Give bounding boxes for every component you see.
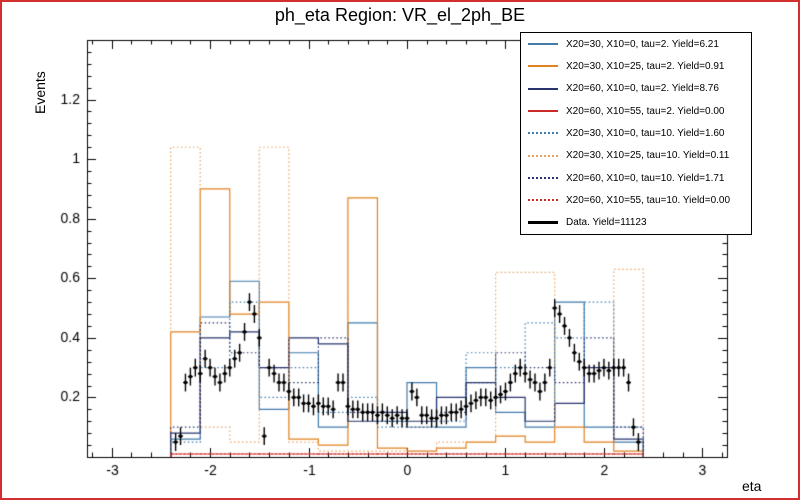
legend-line-sample — [528, 132, 558, 135]
legend-line-sample — [528, 110, 558, 113]
legend-line-sample — [528, 199, 558, 202]
legend-item: X20=60, X10=55, tau=10. Yield=0.00 — [521, 190, 751, 211]
legend-item: X20=30, X10=0, tau=2. Yield=6.21 — [521, 34, 751, 55]
legend-line-sample — [528, 221, 558, 225]
legend-label: X20=30, X10=0, tau=2. Yield=6.21 — [566, 38, 719, 50]
legend-label: X20=30, X10=25, tau=2. Yield=0.91 — [566, 60, 725, 72]
legend-label: X20=30, X10=0, tau=10. Yield=1.60 — [566, 127, 725, 139]
legend-label: X20=60, X10=0, tau=10. Yield=1.71 — [566, 172, 725, 184]
legend-item: X20=30, X10=25, tau=2. Yield=0.91 — [521, 56, 751, 77]
legend-item: X20=60, X10=0, tau=10. Yield=1.71 — [521, 168, 751, 189]
legend-line-sample — [528, 177, 558, 180]
legend-item: X20=60, X10=55, tau=2. Yield=0.00 — [521, 101, 751, 122]
legend-line-sample — [528, 43, 558, 46]
legend-label: X20=30, X10=25, tau=10. Yield=0.11 — [566, 150, 730, 162]
legend-line-sample — [528, 87, 558, 90]
legend-item: X20=30, X10=0, tau=10. Yield=1.60 — [521, 123, 751, 144]
legend-label: Data. Yield=11123 — [566, 217, 647, 229]
legend-line-sample — [528, 65, 558, 68]
legend-item: X20=60, X10=0, tau=2. Yield=8.76 — [521, 78, 751, 99]
legend-item: Data. Yield=11123 — [521, 212, 751, 233]
legend-label: X20=60, X10=55, tau=2. Yield=0.00 — [566, 105, 725, 117]
legend-line-sample — [528, 154, 558, 157]
legend-label: X20=60, X10=0, tau=2. Yield=8.76 — [566, 83, 719, 95]
legend-label: X20=60, X10=55, tau=10. Yield=0.00 — [566, 194, 731, 206]
legend: X20=30, X10=0, tau=2. Yield=6.21 X20=30,… — [520, 32, 752, 235]
legend-item: X20=30, X10=25, tau=10. Yield=0.11 — [521, 145, 751, 166]
